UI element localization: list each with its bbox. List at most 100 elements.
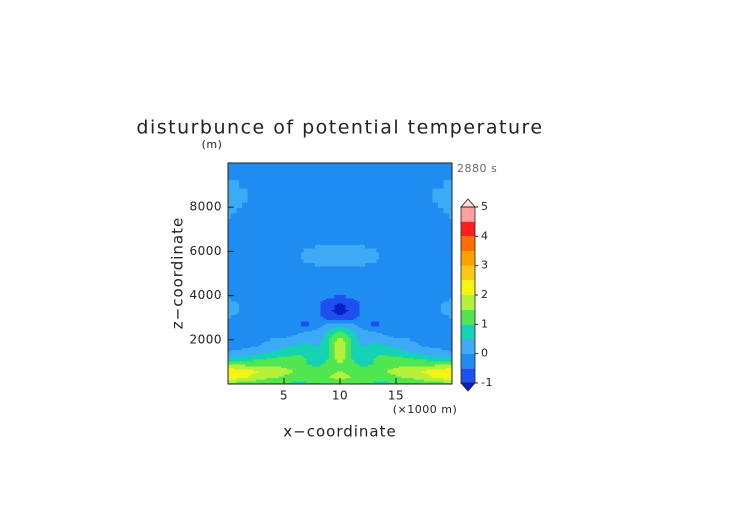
contour-cell xyxy=(239,335,243,339)
contour-cell xyxy=(398,302,403,306)
contour-cell xyxy=(443,382,447,385)
contour-cell xyxy=(393,317,397,320)
contour-cell xyxy=(337,259,341,264)
contour-cell xyxy=(435,319,439,322)
contour-cell xyxy=(379,359,383,362)
contour-cell xyxy=(326,284,330,289)
contour-cell xyxy=(247,259,251,264)
contour-cell xyxy=(233,369,237,372)
contour-cell xyxy=(298,332,302,335)
contour-cell xyxy=(421,317,425,320)
contour-cell xyxy=(267,355,271,359)
contour-cell xyxy=(438,304,442,307)
contour-cell xyxy=(435,327,439,330)
contour-cell xyxy=(331,316,335,319)
contour-cell xyxy=(314,314,319,317)
contour-cell xyxy=(275,345,279,349)
contour-cell xyxy=(412,345,417,349)
contour-cell xyxy=(298,291,302,296)
contour-cell xyxy=(404,325,408,329)
contour-cell xyxy=(286,360,291,364)
contour-cell xyxy=(359,276,363,282)
contour-cell xyxy=(345,330,349,334)
contour-cell xyxy=(404,327,408,330)
contour-cell xyxy=(337,369,341,372)
contour-cell xyxy=(261,297,265,301)
contour-cell xyxy=(373,301,377,304)
contour-cell xyxy=(390,349,394,352)
contour-cell xyxy=(292,297,296,301)
contour-cell xyxy=(426,382,431,385)
contour-cell xyxy=(435,309,439,312)
contour-cell xyxy=(404,322,408,325)
contour-cell xyxy=(359,365,363,369)
contour-cell xyxy=(342,334,347,337)
contour-cell xyxy=(230,327,235,330)
contour-cell xyxy=(289,311,293,314)
contour-cell xyxy=(247,359,251,362)
contour-cell xyxy=(244,269,249,274)
contour-cell xyxy=(418,367,422,370)
contour-cell xyxy=(384,349,389,352)
contour-cell xyxy=(253,312,257,315)
contour-cell xyxy=(337,291,341,296)
contour-cell xyxy=(412,311,417,314)
contour-cell xyxy=(426,354,431,357)
contour-cell xyxy=(278,382,282,385)
contour-cell xyxy=(449,304,453,307)
contour-cell xyxy=(429,349,433,352)
contour-cell xyxy=(331,337,335,340)
contour-cell xyxy=(398,301,403,304)
contour-cell xyxy=(404,330,408,334)
contour-cell xyxy=(306,349,310,352)
contour-cell xyxy=(278,312,282,315)
contour-cell xyxy=(373,349,377,352)
contour-cell xyxy=(424,291,428,296)
contour-cell xyxy=(379,365,383,369)
contour-cell xyxy=(382,299,386,302)
contour-cell xyxy=(351,337,355,340)
contour-cell xyxy=(382,379,386,382)
contour-cell xyxy=(438,301,442,304)
contour-cell xyxy=(289,280,293,286)
contour-cell xyxy=(312,321,316,324)
contour-cell xyxy=(239,294,243,299)
contour-cell xyxy=(398,329,403,332)
contour-cell xyxy=(379,287,383,292)
contour-cell xyxy=(446,321,450,324)
contour-cell xyxy=(286,350,291,354)
contour-cell xyxy=(306,259,310,264)
contour-cell xyxy=(370,342,375,345)
contour-cell xyxy=(432,317,436,320)
contour-cell xyxy=(289,265,293,270)
contour-cell xyxy=(267,372,271,375)
contour-cell xyxy=(337,304,341,307)
contour-cell xyxy=(443,374,447,377)
contour-cell xyxy=(370,335,375,339)
contour-cell xyxy=(373,327,377,330)
contour-cell xyxy=(432,304,436,307)
contour-cell xyxy=(393,280,397,286)
contour-cell xyxy=(286,359,291,362)
contour-cell xyxy=(384,352,389,355)
time-annotation: 2880 s xyxy=(457,162,497,175)
contour-cell xyxy=(348,302,352,306)
contour-cell xyxy=(312,337,316,340)
contour-cell xyxy=(312,287,316,292)
contour-cell xyxy=(356,301,361,304)
contour-cell xyxy=(242,280,246,286)
contour-cell xyxy=(449,337,453,340)
contour-cell xyxy=(407,337,411,340)
contour-cell xyxy=(312,319,316,322)
contour-cell xyxy=(233,316,237,319)
contour-cell xyxy=(384,319,389,322)
contour-cell xyxy=(432,312,436,315)
contour-cell xyxy=(323,297,327,301)
contour-cell xyxy=(270,350,274,354)
contour-cell xyxy=(270,312,274,315)
contour-cell xyxy=(264,372,268,375)
contour-cell xyxy=(382,334,386,337)
contour-cell xyxy=(306,339,310,342)
contour-cell xyxy=(376,332,380,335)
contour-cell xyxy=(278,340,282,344)
